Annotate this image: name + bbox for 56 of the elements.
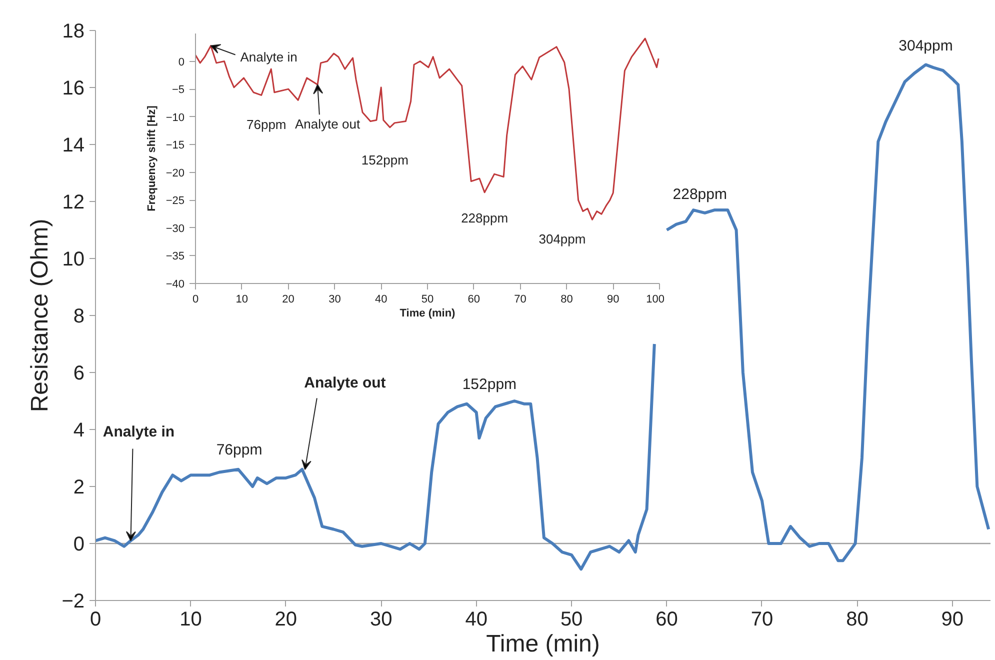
annotation: Analyte out (295, 116, 360, 132)
x-tick-label: 0 (192, 294, 199, 306)
x-tick-label: 90 (606, 294, 620, 306)
y-tick-label: 14 (62, 134, 85, 156)
annotation: Analyte out (304, 374, 386, 392)
x-tick-label: 20 (274, 608, 298, 630)
y-tick-label: −25 (166, 195, 185, 208)
y-tick-label: −15 (166, 140, 185, 152)
x-tick-label: 50 (421, 294, 434, 306)
y-tick-label: 4 (73, 420, 84, 442)
y-tick-label: −20 (166, 167, 185, 180)
y-tick-label: −5 (172, 84, 185, 96)
annotation: 152ppm (361, 152, 408, 168)
y-tick-label: 0 (178, 56, 185, 68)
x-tick-label: 80 (846, 608, 868, 630)
x-tick-label: 60 (468, 294, 480, 306)
x-tick-label: 30 (328, 294, 341, 306)
annotation: 304ppm (538, 232, 586, 247)
x-tick-label: 10 (236, 294, 248, 306)
x-tick-label: 70 (514, 294, 526, 306)
annotation: Analyte in (240, 50, 298, 65)
x-axis-title: Time (min) (486, 630, 600, 658)
y-axis-title: Resistance (Ohm) (26, 218, 54, 412)
y-tick-label: 18 (62, 20, 85, 42)
annotation: 76ppm (216, 441, 262, 458)
annotation: 304ppm (898, 38, 953, 55)
y-tick-label: 6 (73, 362, 84, 384)
y-tick-label: −40 (166, 278, 185, 290)
y-tick-label: −2 (62, 590, 85, 612)
x-tick-label: 50 (560, 608, 583, 630)
y-tick-label: 10 (62, 248, 85, 270)
x-axis-title: Time (min) (400, 308, 456, 320)
x-tick-label: 60 (656, 608, 678, 630)
annotation: Analyte in (102, 424, 175, 441)
x-tick-label: 40 (465, 608, 488, 630)
y-tick-label: 2 (73, 476, 84, 498)
y-tick-label: 8 (73, 306, 84, 328)
x-tick-label: 70 (750, 608, 774, 630)
y-tick-label: 0 (73, 534, 84, 556)
x-tick-label: 20 (282, 294, 294, 306)
x-tick-label: 30 (370, 608, 392, 630)
x-tick-label: 0 (90, 608, 102, 630)
y-tick-label: −30 (166, 222, 185, 235)
x-tick-label: 100 (646, 294, 665, 306)
annotation: 228ppm (461, 210, 508, 226)
y-tick-label: 12 (62, 192, 85, 214)
x-tick-label: 40 (374, 294, 388, 306)
annotation: 152ppm (462, 376, 517, 393)
y-tick-label: −35 (166, 250, 185, 263)
y-axis-title: Frequency shift [Hz] (146, 105, 158, 212)
y-tick-label: 16 (62, 78, 85, 100)
annotation: 76ppm (246, 117, 286, 132)
x-tick-label: 90 (941, 608, 964, 630)
annotation: 228ppm (672, 186, 727, 203)
x-tick-label: 80 (560, 294, 573, 306)
y-tick-label: −10 (166, 112, 185, 124)
